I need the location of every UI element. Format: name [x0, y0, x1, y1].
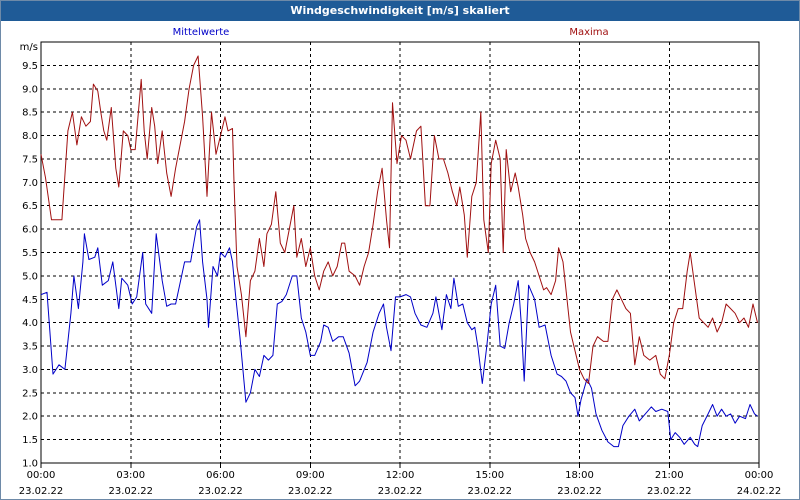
x-tick-date: 23.02.22	[378, 486, 423, 497]
x-tick-time: 00:00	[27, 470, 56, 481]
x-tick-time: 18:00	[565, 470, 594, 481]
y-tick-label: 1.0	[22, 459, 38, 470]
y-tick-label: 2.0	[22, 412, 38, 423]
x-tick-date: 23.02.22	[19, 486, 64, 497]
legend-label-maxima: Maxima	[569, 27, 608, 38]
y-tick-label: 4.0	[22, 318, 38, 329]
y-tick-label: 2.5	[22, 388, 38, 399]
y-tick-label: 5.0	[22, 271, 38, 282]
y-tick-label: 4.5	[22, 295, 38, 306]
y-axis-unit: m/s	[20, 42, 38, 53]
series-line-mittelwerte	[40, 219, 758, 448]
y-tick-label: 9.5	[22, 61, 38, 72]
y-tick-label: 1.5	[22, 435, 38, 446]
y-tick-label: 8.0	[22, 131, 38, 142]
y-tick-label: 8.5	[22, 108, 38, 119]
series-layer	[40, 55, 758, 448]
x-tick-time: 00:00	[745, 470, 774, 481]
y-tick-label: 9.0	[22, 84, 38, 95]
series-line-maxima	[40, 55, 758, 384]
plot-area-border	[40, 41, 760, 464]
x-tick-date: 23.02.22	[198, 486, 243, 497]
y-tick-label: 7.0	[22, 178, 38, 189]
x-tick-time: 21:00	[655, 470, 684, 481]
grid-layer	[41, 42, 759, 464]
y-tick-label: 5.5	[22, 248, 38, 259]
x-tick-time: 03:00	[116, 470, 145, 481]
chart-title: Windgeschwindigkeit [m/s] skaliert	[1, 1, 799, 21]
x-tick-date: 24.02.22	[737, 486, 782, 497]
x-tick-date: 23.02.22	[467, 486, 512, 497]
x-tick-time: 15:00	[475, 470, 504, 481]
x-tick-date: 23.02.22	[288, 486, 333, 497]
label-layer: 1.0 1.5 2.0 2.5 3.0 3.5 4.0 4.5 5.0 5.5 6.0 6.5 7.0 7…	[19, 27, 782, 497]
y-tick-label: 6.0	[22, 225, 38, 236]
y-tick-label: 3.5	[22, 342, 38, 353]
x-tick-date: 23.02.22	[647, 486, 692, 497]
y-tick-label: 3.0	[22, 365, 38, 376]
x-tick-time: 06:00	[206, 470, 235, 481]
x-tick-date: 23.02.22	[108, 486, 153, 497]
x-tick-date: 23.02.22	[557, 486, 602, 497]
y-tick-label: 6.5	[22, 201, 38, 212]
x-tick-time: 09:00	[296, 470, 325, 481]
y-tick-label: 7.5	[22, 154, 38, 165]
legend-label-mittelwerte: Mittelwerte	[173, 27, 230, 38]
axis-layer	[40, 41, 760, 468]
x-tick-time: 12:00	[386, 470, 415, 481]
